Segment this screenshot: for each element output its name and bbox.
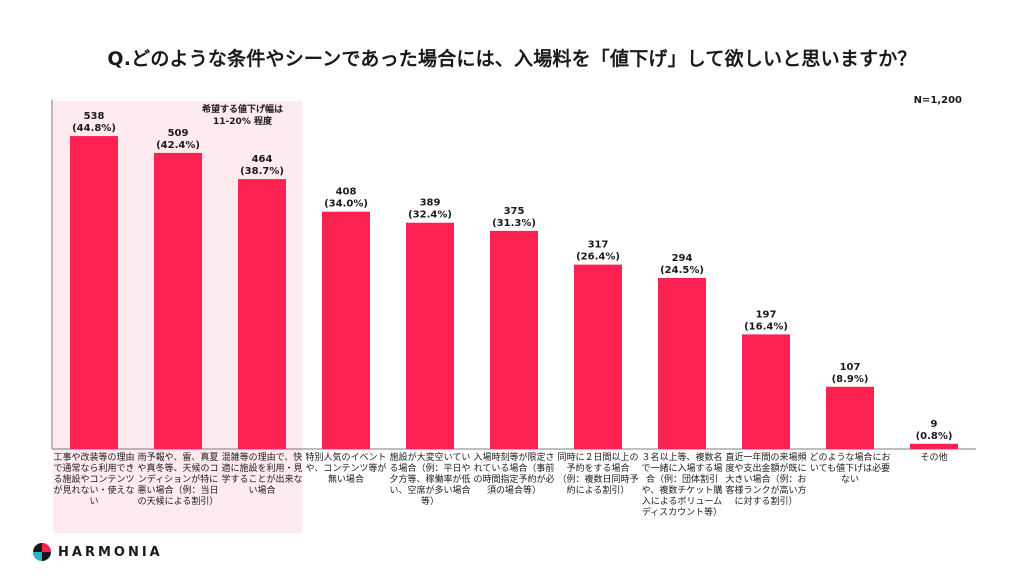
bar-percent-label: (24.5%) [660, 265, 704, 276]
bar-value-label: 509 [168, 128, 189, 139]
bar [490, 230, 538, 449]
bar-value-label: 389 [420, 198, 441, 209]
category-label: 入場時刻等が限定されている場合（事前の時間指定予約が必須の場合等） [473, 453, 555, 496]
category-label: 同時に２日間以上の予約をする場合（例：複数日同時予約による割引） [557, 453, 639, 496]
bar-percent-label: (16.4%) [744, 321, 788, 332]
harmonia-logo-icon [33, 543, 51, 561]
bar-percent-label: (38.7%) [240, 166, 284, 177]
category-label: ３名以上等、複数名で一緒に入場する場合（例：団体割引や、複数チケット購入によるボ… [641, 453, 723, 518]
category-label: 混雑等の理由で、快適に施設を利用・見学することが出来ない場合 [221, 453, 303, 496]
bar-value-label: 9 [931, 419, 938, 430]
bar [154, 152, 202, 449]
category-label: 雨予報や、雷、真夏や真冬等、天候のコンディションが特に悪い場合（例：当日の天候に… [137, 453, 219, 507]
bar [70, 136, 118, 449]
sample-size-label: N=1,200 [913, 95, 962, 106]
bar [658, 277, 706, 449]
bar-percent-label: (0.8%) [916, 431, 953, 442]
bar-value-label: 107 [840, 362, 861, 373]
bar [826, 386, 874, 449]
category-label: 直近一年間の来場頻度や支出金額が既に大きい場合（例：お客様ランクが高い方に対する… [725, 453, 807, 507]
bar-percent-label: (26.4%) [576, 252, 620, 263]
bar-value-label: 408 [336, 187, 357, 198]
discount-note: 希望する値下げ幅は 11-20% 程度 [201, 105, 283, 127]
bar-percent-label: (44.8%) [72, 123, 116, 134]
bar-percent-label: (8.9%) [832, 374, 869, 385]
bar-value-label: 375 [504, 206, 525, 217]
bar-value-label: 464 [252, 154, 273, 165]
bar-percent-label: (31.3%) [492, 218, 536, 229]
category-label: 工事や改装等の理由で通常なら利用できる施設やコンテンツが見れない・使えない [53, 453, 135, 507]
bar [574, 264, 622, 449]
page-title: Q.どのような条件やシーンであった場合には、入場料を「値下げ」して欲しいと思いま… [107, 48, 917, 70]
bar-value-label: 197 [756, 309, 777, 320]
bar-percent-label: (34.0%) [324, 199, 368, 210]
bar-value-label: 538 [84, 111, 105, 122]
bar-percent-label: (32.4%) [408, 210, 452, 221]
bar [910, 443, 958, 449]
logo: HARMONIA [32, 541, 163, 563]
bar-value-label: 317 [588, 240, 609, 251]
bar [322, 211, 370, 449]
category-label: どのような場合においても値下げは必要ない [809, 453, 891, 485]
bar-value-label: 294 [672, 253, 693, 264]
bar [238, 179, 286, 449]
bar-percent-label: (42.4%) [156, 140, 200, 151]
logo-text: HARMONIA [58, 544, 163, 560]
bar [742, 334, 790, 449]
category-label: その他 [920, 453, 948, 463]
category-label: 施設が大変空いている場合（例：平日や夕方等、稼働率が低い、空席が多い場合 等） [389, 453, 480, 507]
bar [406, 222, 454, 449]
category-label: 特別人気のイベントや、コンテンツ等が無い場合 [305, 453, 387, 485]
